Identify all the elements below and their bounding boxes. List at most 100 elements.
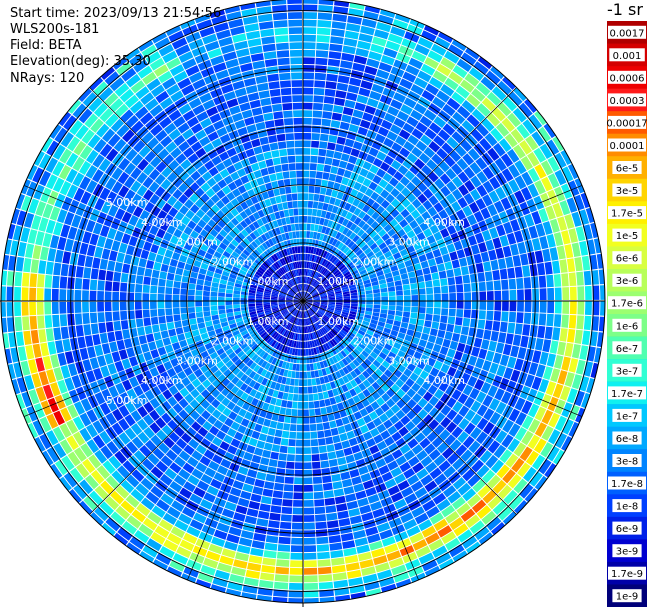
beta-cell bbox=[164, 344, 174, 354]
beta-cell bbox=[262, 488, 273, 497]
beta-cell bbox=[232, 480, 244, 490]
beta-cell bbox=[131, 436, 144, 449]
beta-cell bbox=[295, 371, 300, 379]
beta-cell bbox=[258, 266, 266, 273]
beta-cell bbox=[285, 282, 291, 289]
beta-cell bbox=[303, 386, 308, 394]
beta-cell bbox=[321, 327, 327, 335]
beta-cell bbox=[247, 92, 260, 102]
beta-cell bbox=[320, 210, 327, 218]
beta-cell bbox=[303, 12, 318, 20]
beta-cell bbox=[347, 397, 356, 407]
beta-cell bbox=[203, 124, 216, 135]
beta-cell bbox=[116, 124, 130, 138]
beta-cell bbox=[349, 361, 357, 370]
beta-cell bbox=[263, 306, 271, 310]
beta-cell bbox=[335, 449, 345, 458]
beta-cell bbox=[399, 147, 411, 158]
beta-cell bbox=[369, 444, 380, 455]
beta-cell bbox=[303, 552, 317, 560]
beta-cell bbox=[191, 329, 200, 337]
beta-cell bbox=[298, 284, 301, 291]
beta-cell bbox=[253, 170, 262, 179]
beta-cell bbox=[231, 355, 240, 363]
beta-cell bbox=[440, 228, 450, 238]
beta-cell bbox=[316, 312, 323, 318]
beta-cell bbox=[166, 183, 177, 195]
beta-cell bbox=[115, 505, 131, 520]
beta-cell bbox=[288, 331, 293, 339]
beta-cell bbox=[538, 458, 552, 475]
beta-cell bbox=[231, 112, 244, 123]
beta-cell bbox=[561, 402, 573, 418]
beta-cell bbox=[137, 326, 146, 336]
beta-cell bbox=[579, 240, 589, 256]
beta-cell bbox=[165, 141, 178, 153]
beta-cell bbox=[313, 271, 318, 279]
beta-cell bbox=[297, 292, 302, 299]
beta-cell bbox=[542, 248, 551, 262]
beta-cell bbox=[218, 292, 225, 297]
beta-cell bbox=[80, 443, 93, 458]
beta-cell bbox=[538, 208, 549, 223]
beta-cell bbox=[286, 248, 291, 256]
beta-cell bbox=[345, 249, 353, 257]
beta-cell bbox=[184, 199, 194, 209]
beta-cell bbox=[329, 197, 336, 205]
beta-cell bbox=[323, 335, 329, 342]
beta-cell bbox=[327, 142, 336, 151]
beta-cell bbox=[307, 277, 311, 284]
beta-cell bbox=[199, 154, 211, 165]
beta-cell bbox=[419, 115, 433, 128]
beta-cell bbox=[261, 360, 268, 369]
beta-cell bbox=[255, 296, 263, 299]
beta-cell bbox=[379, 283, 387, 289]
beta-cell bbox=[383, 0, 401, 4]
beta-cell bbox=[160, 221, 170, 232]
beta-cell bbox=[343, 296, 351, 299]
beta-cell bbox=[399, 443, 411, 455]
beta-cell bbox=[372, 234, 381, 242]
beta-cell bbox=[416, 360, 426, 370]
beta-cell bbox=[360, 255, 368, 263]
beta-cell bbox=[478, 220, 488, 232]
beta-cell bbox=[400, 322, 409, 329]
beta-cell bbox=[264, 290, 271, 295]
beta-cell bbox=[335, 304, 343, 308]
beta-cell bbox=[406, 230, 416, 239]
beta-cell bbox=[141, 131, 154, 145]
beta-cell bbox=[411, 382, 421, 393]
beta-cell bbox=[339, 409, 347, 418]
beta-cell bbox=[215, 144, 226, 155]
beta-cell bbox=[381, 392, 391, 402]
beta-cell bbox=[348, 508, 361, 517]
beta-cell bbox=[457, 529, 473, 543]
beta-cell bbox=[104, 496, 120, 511]
beta-cell bbox=[281, 430, 290, 439]
beta-cell bbox=[438, 322, 447, 331]
beta-cell bbox=[300, 291, 303, 299]
beta-cell bbox=[48, 123, 62, 139]
beta-cell bbox=[170, 218, 180, 228]
beta-cell bbox=[397, 480, 410, 491]
beta-cell bbox=[255, 75, 268, 84]
beta-cell bbox=[318, 194, 325, 203]
beta-cell bbox=[481, 97, 496, 112]
beta-cell bbox=[136, 418, 149, 431]
beta-cell bbox=[21, 391, 33, 408]
beta-cell bbox=[405, 64, 420, 76]
beta-cell bbox=[248, 306, 256, 310]
beta-cell bbox=[309, 231, 314, 239]
beta-cell bbox=[233, 301, 240, 305]
beta-cell bbox=[283, 346, 289, 354]
beta-cell bbox=[298, 379, 303, 386]
beta-cell bbox=[109, 77, 125, 92]
beta-cell bbox=[177, 222, 187, 232]
beta-cell bbox=[180, 307, 188, 314]
beta-cell bbox=[380, 430, 391, 440]
beta-cell bbox=[293, 299, 301, 301]
beta-cell bbox=[345, 493, 357, 503]
beta-cell bbox=[303, 102, 313, 110]
beta-cell bbox=[210, 478, 222, 490]
beta-cell bbox=[62, 338, 72, 352]
